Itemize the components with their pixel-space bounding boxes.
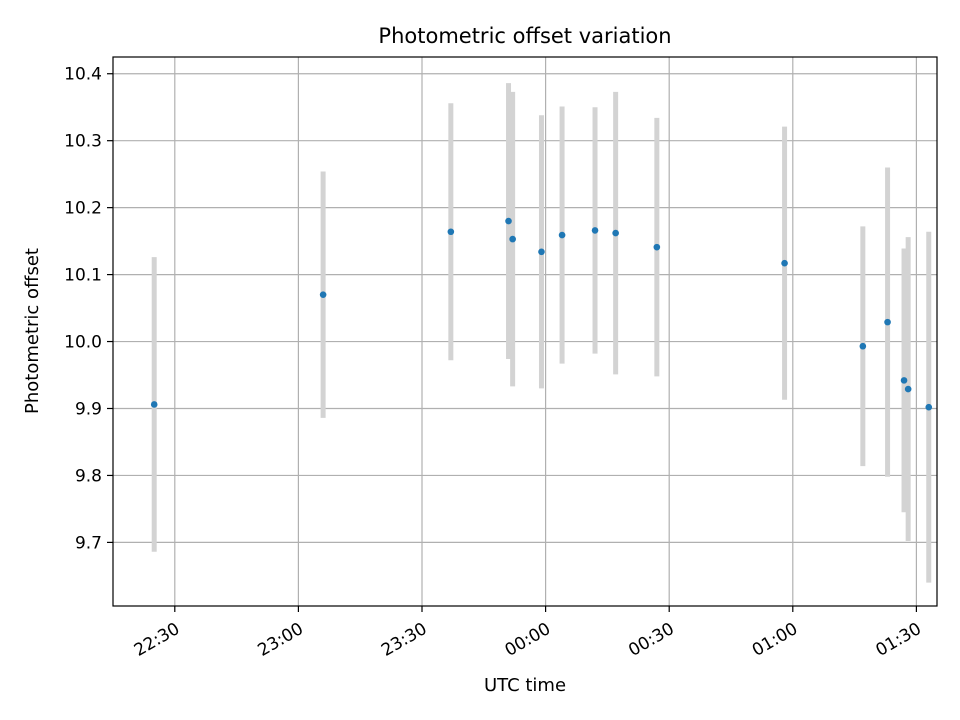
plot-frame (112, 56, 938, 607)
data-point (884, 318, 891, 326)
y-tick-label: 10.1 (64, 266, 102, 286)
data-point (900, 377, 908, 384)
y-tick-label: 9.9 (75, 399, 102, 419)
data-point (319, 291, 327, 298)
data-point (612, 229, 619, 237)
data-point (509, 235, 516, 243)
data-point (150, 401, 158, 408)
data-point (859, 342, 867, 350)
chart-title: Photometric offset variation (378, 24, 671, 48)
x-axis-label: UTC time (484, 675, 566, 696)
data-point (505, 217, 512, 225)
data-point (538, 248, 545, 256)
data-point (447, 228, 455, 236)
y-tick-label: 10.0 (64, 333, 102, 353)
data-point (558, 231, 566, 239)
y-tick-label: 10.3 (64, 132, 102, 152)
y-tick-label: 9.7 (75, 533, 102, 553)
data-point (925, 403, 933, 411)
data-point (781, 259, 788, 267)
data-point (653, 243, 661, 251)
y-tick-label: 10.4 (64, 65, 102, 85)
y-tick-label: 10.2 (64, 199, 102, 219)
y-axis-label: Photometric offset (22, 248, 43, 414)
point-layer (150, 217, 933, 411)
data-point (904, 385, 912, 393)
grid-layer (113, 57, 937, 606)
data-point (591, 227, 599, 234)
y-tick-label: 9.8 (75, 466, 102, 486)
